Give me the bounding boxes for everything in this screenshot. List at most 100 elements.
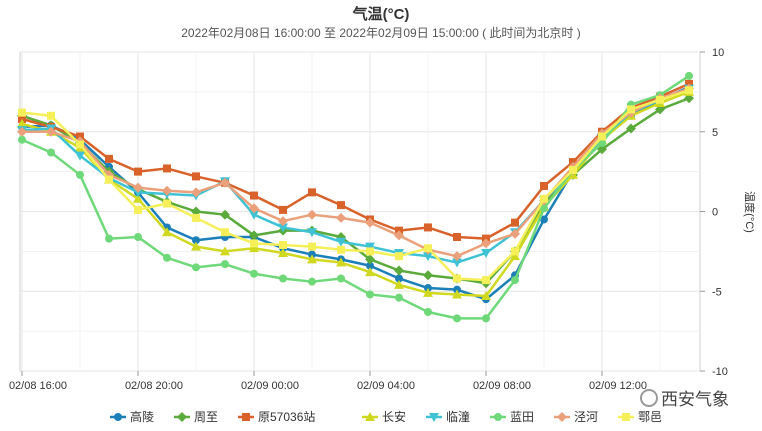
data-point	[191, 241, 201, 251]
data-point	[221, 228, 229, 237]
y-tick-label: -10	[712, 366, 728, 378]
data-point	[366, 261, 374, 270]
data-point	[395, 293, 403, 302]
legend-item[interactable]: 蓝田	[490, 410, 534, 424]
legend-label: 周至	[194, 410, 218, 424]
data-point	[134, 233, 142, 242]
data-point	[278, 223, 288, 233]
data-point	[163, 164, 171, 173]
series-line	[21, 82, 690, 240]
data-point	[365, 267, 375, 277]
legend-item[interactable]: 高陵	[110, 409, 154, 424]
data-point	[423, 270, 433, 281]
legend-item[interactable]: 临潼	[426, 409, 470, 424]
y-tick-label: 5	[712, 127, 718, 139]
data-point	[337, 201, 345, 210]
data-point	[279, 240, 287, 249]
legend-label: 临潼	[446, 409, 470, 424]
series-line	[22, 87, 690, 258]
legend-item[interactable]: 原57036站	[238, 410, 315, 424]
data-point	[424, 223, 432, 232]
data-point	[511, 218, 519, 227]
series-line	[21, 90, 690, 298]
data-point	[308, 242, 316, 251]
data-point	[221, 260, 229, 269]
legend-label: 蓝田	[510, 410, 534, 424]
legend-label: 鄠邑	[638, 410, 662, 424]
legend-marker	[177, 412, 187, 422]
data-point	[307, 209, 317, 220]
data-point	[47, 111, 55, 120]
data-point	[481, 291, 491, 301]
legend-item[interactable]: 泾河	[554, 410, 598, 424]
legend-item[interactable]: 长安	[362, 409, 406, 424]
legend-item[interactable]: 鄠邑	[618, 410, 662, 424]
legend-label: 泾河	[574, 410, 598, 424]
x-tick-label: 02/09 00:00	[241, 380, 299, 392]
x-tick-label: 02/08 20:00	[125, 380, 183, 392]
data-point	[452, 258, 462, 268]
data-point	[598, 132, 606, 141]
data-point	[162, 227, 172, 237]
legend-marker	[242, 413, 250, 421]
data-point	[134, 205, 142, 214]
data-point	[452, 251, 462, 262]
data-point	[598, 138, 606, 147]
y-axis-label: 温度(°C)	[743, 191, 757, 233]
data-point	[423, 252, 433, 262]
legend-marker	[494, 413, 502, 421]
data-point	[685, 86, 693, 95]
y-tick-label: -5	[712, 286, 722, 298]
data-point	[482, 314, 490, 323]
data-point	[76, 170, 84, 179]
legend-item[interactable]: 周至	[174, 410, 218, 424]
data-point	[394, 265, 404, 276]
series-3	[17, 86, 694, 301]
data-point	[162, 185, 172, 196]
data-point	[279, 274, 287, 283]
data-point	[481, 248, 491, 258]
series-line	[21, 89, 690, 282]
legend-marker	[429, 413, 439, 422]
data-point	[365, 254, 375, 265]
data-point	[191, 187, 201, 198]
data-point	[626, 123, 636, 134]
data-point	[395, 274, 403, 283]
data-point	[249, 230, 259, 241]
data-point	[105, 234, 113, 243]
data-point	[308, 277, 316, 286]
grid	[20, 51, 700, 372]
data-point	[394, 279, 404, 289]
data-point	[249, 203, 259, 214]
x-tick-label: 02/08 16:00	[9, 380, 67, 392]
data-point	[365, 242, 375, 252]
data-point	[133, 188, 143, 198]
data-point	[220, 246, 230, 256]
data-point	[18, 135, 26, 144]
data-point	[423, 287, 433, 297]
data-point	[336, 237, 346, 247]
data-point	[17, 126, 27, 137]
data-point	[46, 126, 56, 137]
data-point	[510, 251, 520, 261]
data-point	[511, 276, 519, 285]
data-point	[47, 148, 55, 157]
x-axis: 02/08 16:00 02/08 20:00 02/09 00:00 02/09 0…	[9, 371, 647, 392]
data-point	[540, 215, 548, 224]
legend: 高陵 周至 原57036站 长安 临潼 蓝田 泾河 鄠邑	[110, 409, 662, 424]
data-point	[366, 290, 374, 299]
data-point	[308, 188, 316, 197]
data-point	[192, 236, 200, 245]
legend-marker	[557, 412, 567, 422]
y-tick-label: 10	[712, 47, 724, 59]
data-point	[250, 191, 258, 200]
data-point	[540, 204, 548, 213]
chart-title: 气温(°C)	[352, 6, 410, 23]
data-point	[365, 217, 375, 228]
data-point	[685, 71, 693, 80]
data-point	[394, 230, 404, 241]
data-point	[278, 216, 288, 227]
data-point	[250, 239, 258, 248]
data-point	[192, 263, 200, 272]
data-point	[511, 247, 519, 256]
